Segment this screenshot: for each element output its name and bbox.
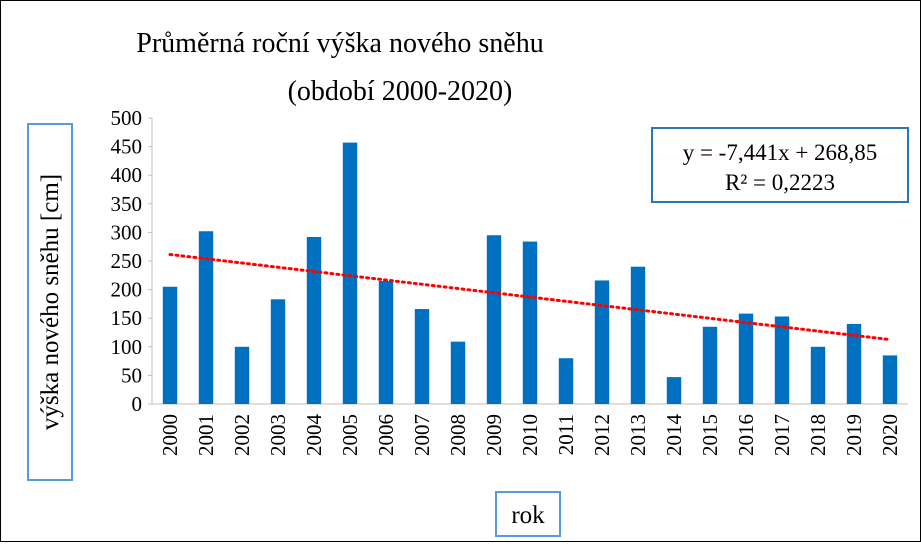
x-tick-label: 2007	[410, 414, 434, 456]
bar	[522, 241, 538, 404]
bar	[846, 323, 862, 404]
x-tick-label: 2000	[158, 414, 182, 456]
bar	[198, 231, 214, 404]
y-axis-label: výška nového sněhu [cm]	[37, 174, 64, 430]
y-tick-label: 450	[111, 135, 143, 159]
trendline-box	[651, 127, 909, 203]
x-tick-label: 2016	[734, 414, 758, 456]
bar	[306, 236, 322, 404]
x-tick-label: 2002	[230, 414, 254, 456]
bar	[702, 326, 718, 404]
y-tick-label: 150	[111, 306, 143, 330]
bar	[486, 235, 502, 404]
bar	[774, 316, 790, 404]
trendline-r2: R² = 0,2223	[725, 170, 835, 195]
bar	[414, 309, 430, 404]
bar	[810, 346, 826, 404]
y-tick-label: 350	[111, 192, 143, 216]
x-label-box	[495, 491, 561, 537]
bar	[882, 355, 898, 404]
x-axis-label: rok	[511, 502, 545, 529]
bar	[342, 142, 358, 404]
trendline	[168, 252, 892, 342]
x-tick-label: 2020	[878, 414, 902, 456]
x-tick-label: 2019	[842, 414, 866, 456]
x-tick-label: 2001	[194, 414, 218, 456]
x-tick-label: 2011	[554, 414, 578, 455]
x-tick-label: 2006	[374, 414, 398, 456]
y-tick-label: 300	[111, 220, 143, 244]
x-tick-label: 2005	[338, 414, 362, 456]
y-tick-label: 200	[111, 278, 143, 302]
bar	[558, 358, 574, 404]
chart-title: Průměrná roční výška nového sněhu	[136, 28, 543, 59]
bar	[162, 286, 178, 404]
trendline-equation: y = -7,441x + 268,85	[683, 140, 878, 165]
y-tick-label: 500	[111, 106, 143, 130]
bar	[378, 281, 394, 404]
y-tick-label: 50	[121, 363, 142, 387]
x-tick-label: 2003	[266, 414, 290, 456]
x-tick-label: 2015	[698, 414, 722, 456]
bar	[234, 346, 250, 404]
bar	[450, 341, 466, 404]
chart-subtitle: (období 2000-2020)	[288, 76, 513, 107]
bar	[666, 377, 682, 404]
bar	[738, 313, 754, 404]
x-tick-label: 2014	[662, 414, 686, 457]
y-tick-label: 100	[111, 335, 143, 359]
y-tick-label: 250	[111, 249, 143, 273]
x-tick-label: 2012	[590, 414, 614, 456]
x-tick-label: 2013	[626, 414, 650, 456]
bar	[630, 266, 646, 404]
x-tick-label: 2018	[806, 414, 830, 456]
x-tick-label: 2010	[518, 414, 542, 456]
bar	[594, 280, 610, 404]
bar	[270, 299, 286, 404]
x-tick-label: 2008	[446, 414, 470, 456]
x-tick-label: 2017	[770, 414, 794, 456]
y-tick-label: 400	[111, 163, 143, 187]
x-tick-label: 2004	[302, 414, 326, 457]
x-tick-label: 2009	[482, 414, 506, 456]
y-label-box	[27, 123, 73, 481]
y-tick-label: 0	[132, 392, 143, 416]
